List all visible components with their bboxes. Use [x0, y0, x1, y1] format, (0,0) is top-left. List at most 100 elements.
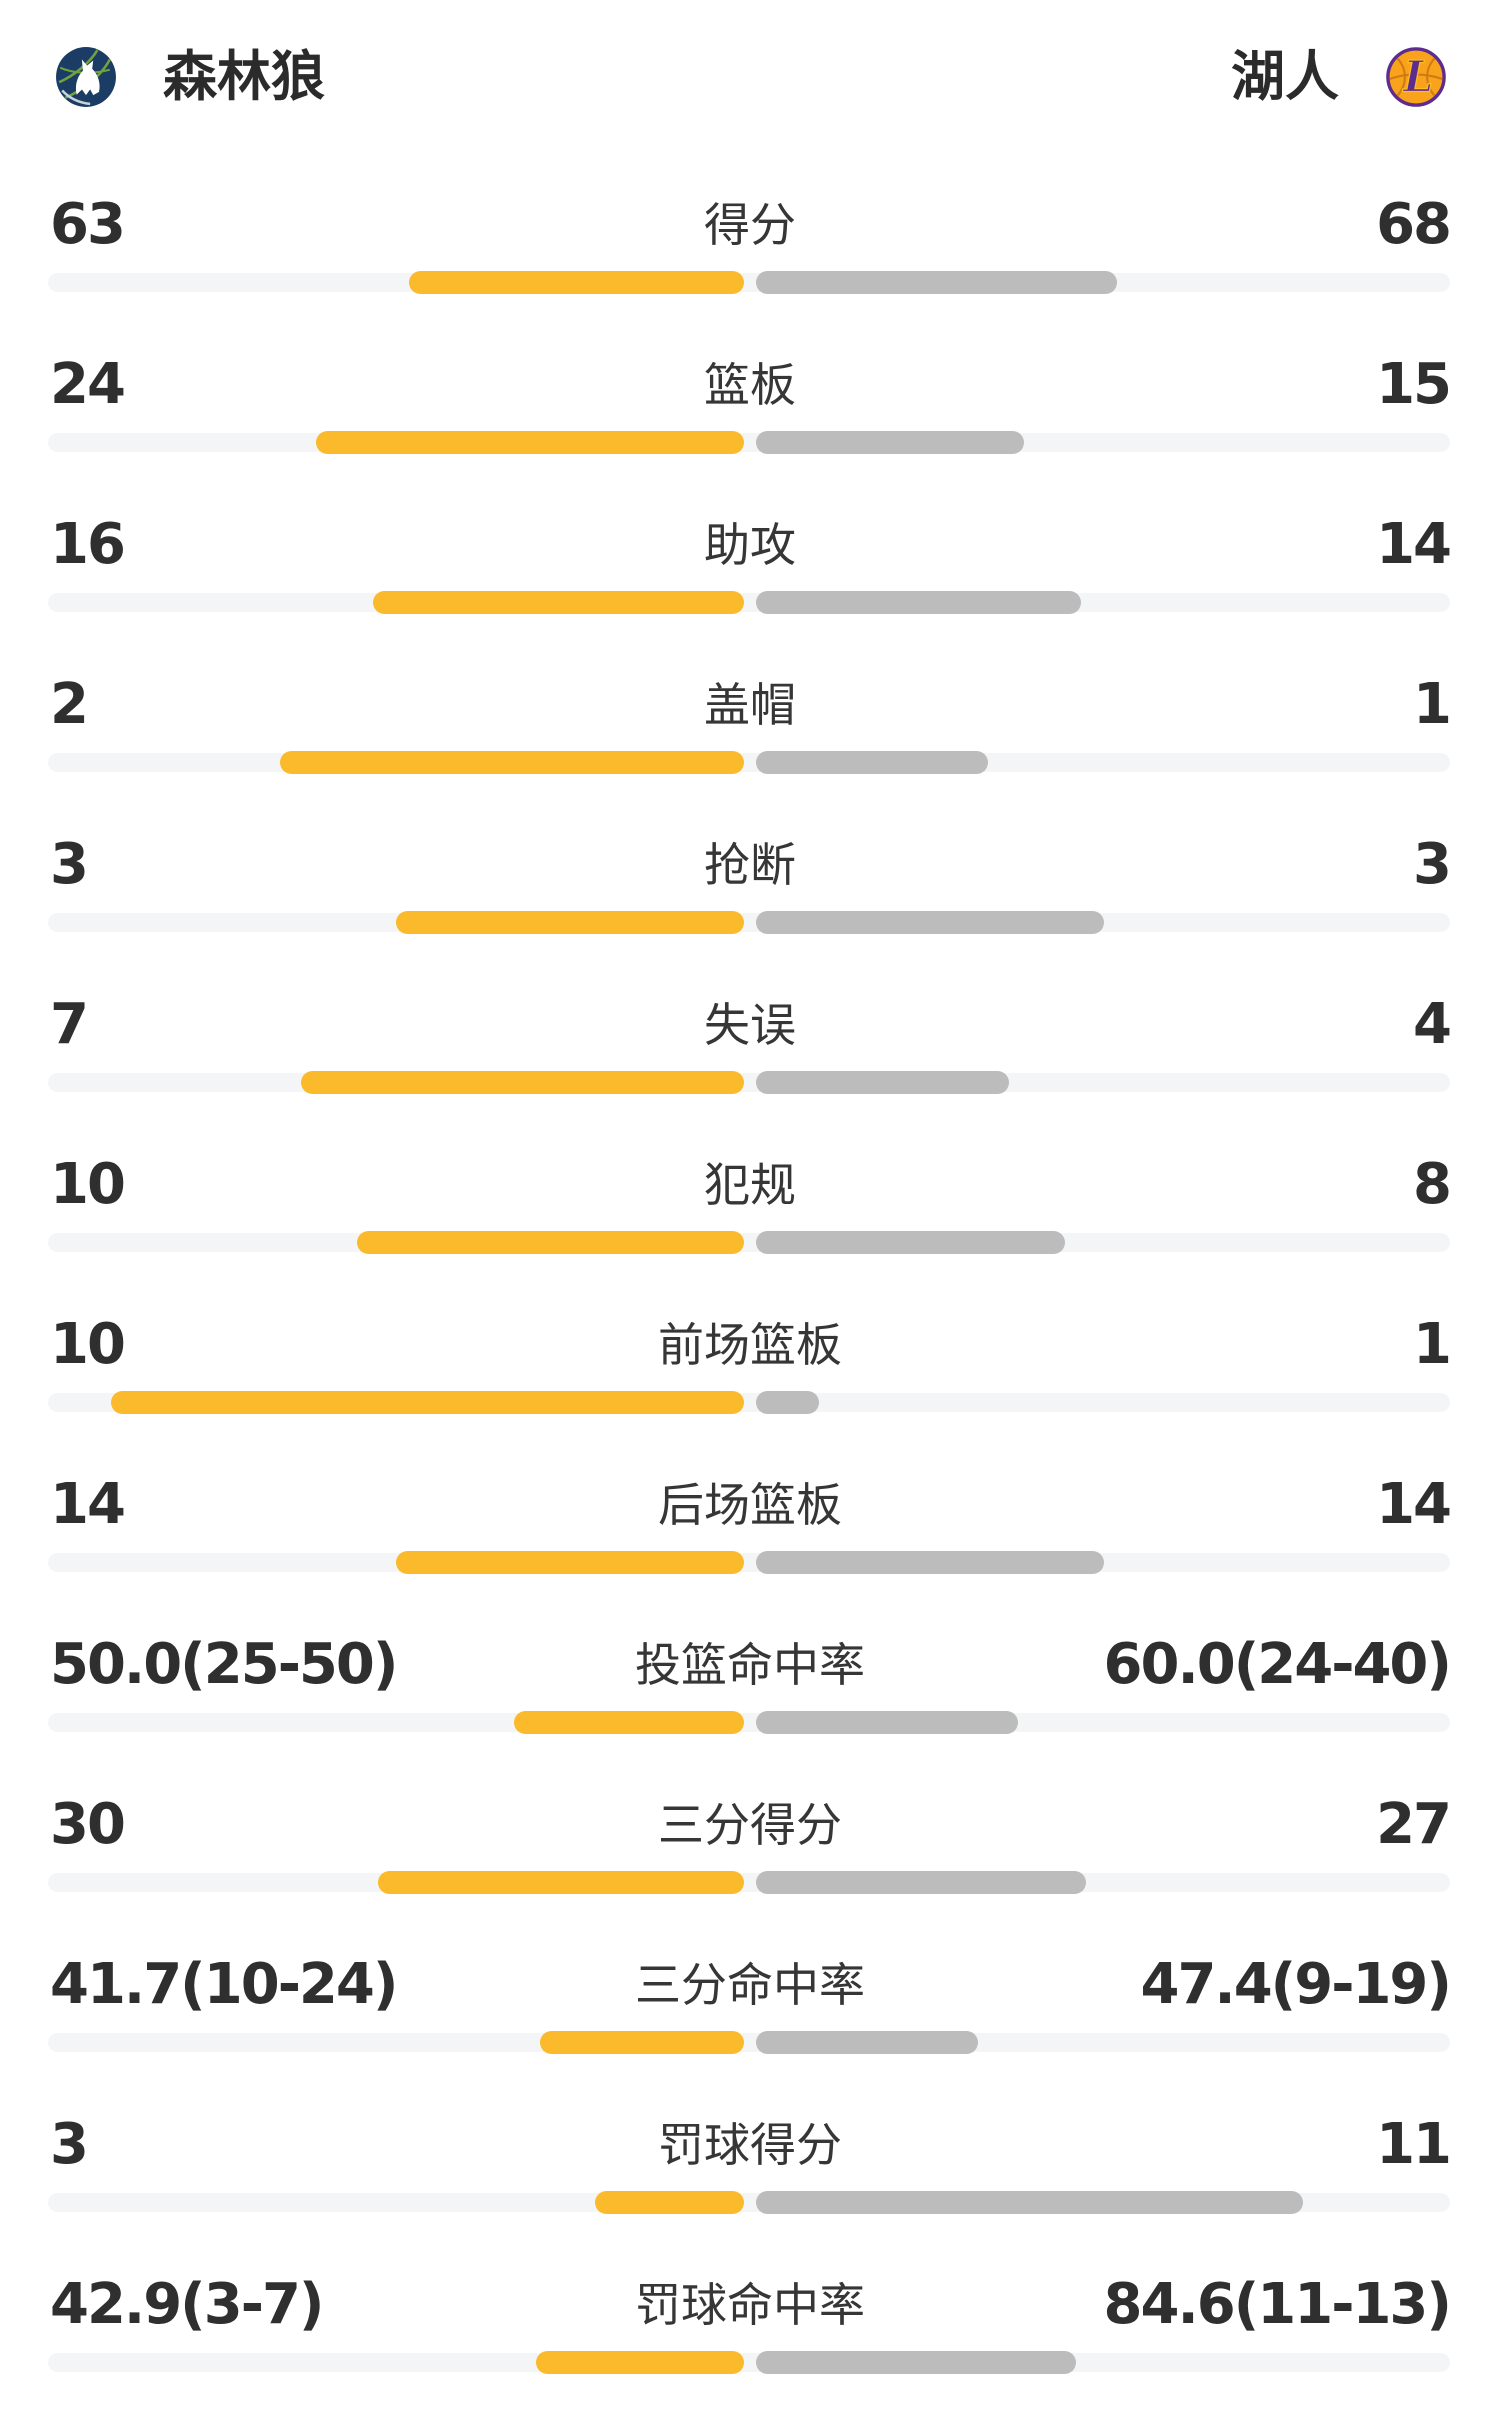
- stat-value-right: 14: [1376, 512, 1452, 577]
- stat-row: 30 三分得分 27: [0, 1770, 1500, 1930]
- stat-label: 前场篮板: [658, 1318, 842, 1372]
- stat-value-left: 41.7(10-24): [50, 1952, 398, 2017]
- stat-label: 助攻: [704, 518, 796, 572]
- bar-track: [48, 431, 1450, 454]
- team-left-name: 森林狼: [163, 45, 325, 108]
- stat-label: 失误: [704, 998, 796, 1052]
- bar-right-team: [756, 911, 1104, 934]
- stat-value-left: 42.9(3-7): [50, 2272, 325, 2337]
- bar-track: [48, 1871, 1450, 1894]
- bar-left-team: [540, 2031, 744, 2054]
- bar-left-team: [111, 1391, 744, 1414]
- stat-value-right: 68: [1376, 192, 1452, 257]
- bar-right-team: [756, 271, 1117, 294]
- bar-left-team: [357, 1231, 744, 1254]
- stat-value-left: 7: [50, 992, 89, 1057]
- stat-label: 罚球得分: [658, 2118, 842, 2172]
- bar-right-team: [756, 1551, 1104, 1574]
- header: 森林狼 湖人 L: [0, 45, 1500, 109]
- stat-row: 24 篮板 15: [0, 330, 1500, 490]
- stat-label: 得分: [704, 198, 796, 252]
- stats-rows: 63 得分 68 24 篮板 15 16 助攻 14 2 盖帽 1: [0, 170, 1500, 2410]
- stat-label: 投篮命中率: [635, 1638, 865, 1692]
- bar-track: [48, 271, 1450, 294]
- stat-value-right: 4: [1413, 992, 1452, 1057]
- bar-right-team: [756, 1391, 819, 1414]
- bar-track: [48, 1551, 1450, 1574]
- stat-label: 三分得分: [658, 1798, 842, 1852]
- bar-right-team: [756, 751, 988, 774]
- bar-left-team: [514, 1711, 744, 1734]
- stat-row: 2 盖帽 1: [0, 650, 1500, 810]
- bar-right-team: [756, 2191, 1303, 2214]
- stat-value-left: 10: [50, 1152, 126, 1217]
- stat-value-right: 47.4(9-19): [1140, 1952, 1452, 2017]
- bar-right-team: [756, 2351, 1076, 2374]
- bar-right-team: [756, 1711, 1018, 1734]
- stat-value-right: 84.6(11-13): [1103, 2272, 1452, 2337]
- svg-text:L: L: [1402, 53, 1433, 103]
- stat-value-right: 11: [1376, 2112, 1452, 2177]
- team-left: 森林狼: [55, 45, 325, 109]
- bar-left-team: [316, 431, 744, 454]
- stat-label: 抢断: [704, 838, 796, 892]
- stat-value-left: 63: [50, 192, 126, 257]
- stat-label: 篮板: [704, 358, 796, 412]
- stat-row: 7 失误 4: [0, 970, 1500, 1130]
- stat-value-left: 50.0(25-50): [50, 1632, 398, 1697]
- stat-row: 63 得分 68: [0, 170, 1500, 330]
- stat-value-left: 24: [50, 352, 126, 417]
- bar-track: [48, 2191, 1450, 2214]
- stat-label: 后场篮板: [658, 1478, 842, 1532]
- stat-value-right: 8: [1413, 1152, 1452, 1217]
- stat-value-left: 3: [50, 832, 89, 897]
- bar-left-team: [409, 271, 744, 294]
- stat-row: 10 犯规 8: [0, 1130, 1500, 1290]
- bar-left-team: [396, 911, 744, 934]
- stat-row: 42.9(3-7) 罚球命中率 84.6(11-13): [0, 2250, 1500, 2410]
- stat-value-left: 2: [50, 672, 89, 737]
- stat-value-right: 3: [1413, 832, 1452, 897]
- stat-row: 3 罚球得分 11: [0, 2090, 1500, 2250]
- bar-track: [48, 2351, 1450, 2374]
- stat-value-right: 27: [1376, 1792, 1452, 1857]
- stat-value-left: 30: [50, 1792, 126, 1857]
- bar-left-team: [280, 751, 744, 774]
- team-right-name: 湖人: [1231, 45, 1339, 108]
- bar-right-team: [756, 591, 1081, 614]
- bar-right-team: [756, 1231, 1065, 1254]
- bar-left-team: [373, 591, 744, 614]
- bar-right-team: [756, 1071, 1009, 1094]
- stat-value-right: 15: [1376, 352, 1452, 417]
- bar-track: [48, 2031, 1450, 2054]
- bar-left-team: [396, 1551, 744, 1574]
- stat-value-left: 10: [50, 1312, 126, 1377]
- stat-value-left: 3: [50, 2112, 89, 2177]
- lakers-logo-icon: L: [1385, 46, 1447, 108]
- stat-row: 3 抢断 3: [0, 810, 1500, 970]
- stat-value-right: 14: [1376, 1472, 1452, 1537]
- stat-value-right: 1: [1413, 672, 1452, 737]
- bar-right-team: [756, 1871, 1086, 1894]
- stat-row: 10 前场篮板 1: [0, 1290, 1500, 1450]
- stat-value-right: 1: [1413, 1312, 1452, 1377]
- stat-label: 罚球命中率: [635, 2278, 865, 2332]
- bar-right-team: [756, 431, 1024, 454]
- bar-left-team: [595, 2191, 744, 2214]
- bar-track: [48, 751, 1450, 774]
- stat-value-left: 14: [50, 1472, 126, 1537]
- stat-row: 50.0(25-50) 投篮命中率 60.0(24-40): [0, 1610, 1500, 1770]
- stat-row: 14 后场篮板 14: [0, 1450, 1500, 1610]
- stat-value-left: 16: [50, 512, 126, 577]
- stat-row: 16 助攻 14: [0, 490, 1500, 650]
- stat-row: 41.7(10-24) 三分命中率 47.4(9-19): [0, 1930, 1500, 2090]
- stat-value-right: 60.0(24-40): [1103, 1632, 1452, 1697]
- bar-left-team: [378, 1871, 744, 1894]
- bar-track: [48, 591, 1450, 614]
- bar-track: [48, 911, 1450, 934]
- timberwolves-logo-icon: [55, 46, 117, 108]
- bar-right-team: [756, 2031, 978, 2054]
- bar-track: [48, 1071, 1450, 1094]
- stat-label: 犯规: [704, 1158, 796, 1212]
- bar-left-team: [301, 1071, 744, 1094]
